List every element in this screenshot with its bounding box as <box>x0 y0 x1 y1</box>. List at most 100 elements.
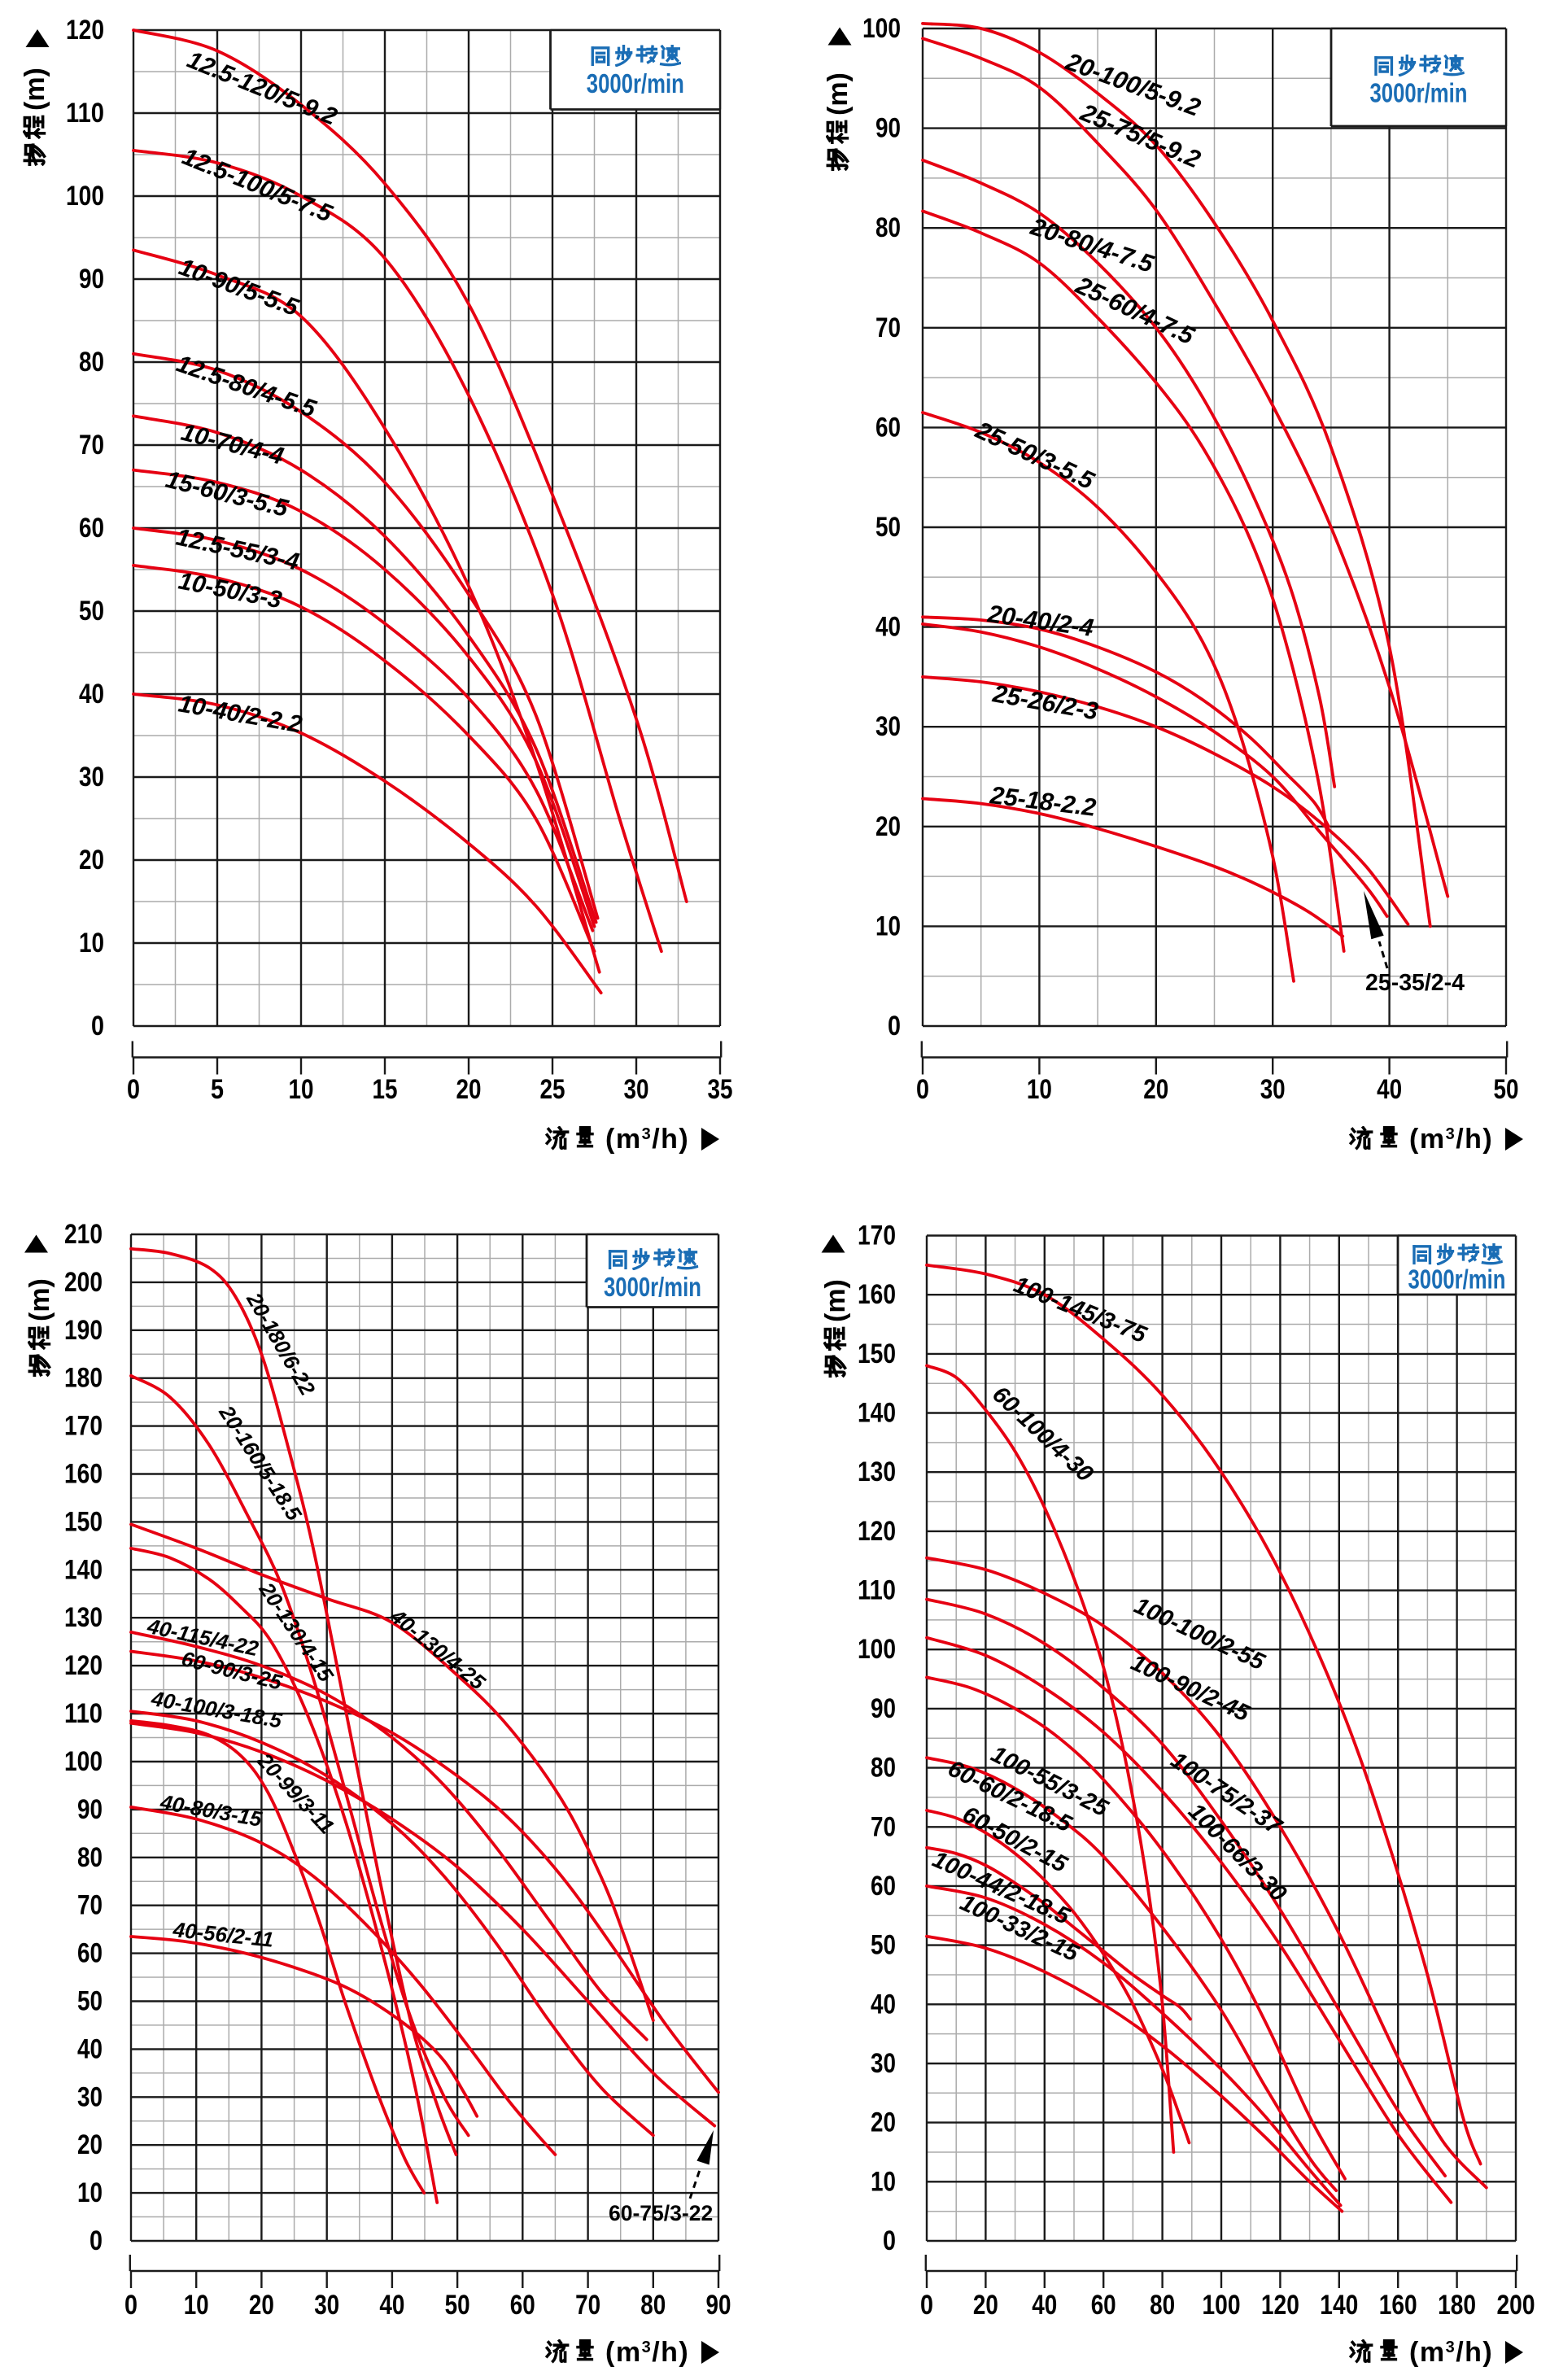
svg-text:80: 80 <box>640 2290 666 2321</box>
svg-text:20: 20 <box>79 845 104 876</box>
svg-text:(m): (m) <box>823 72 854 116</box>
svg-text:20: 20 <box>973 2290 998 2321</box>
svg-text:110: 110 <box>858 1575 896 1606</box>
svg-text:210: 210 <box>64 1219 103 1250</box>
svg-text:30: 30 <box>871 2048 896 2079</box>
svg-text:160: 160 <box>1379 2290 1417 2321</box>
svg-text:30: 30 <box>875 711 901 742</box>
svg-text:25: 25 <box>540 1074 565 1105</box>
svg-text:20: 20 <box>871 2107 896 2138</box>
svg-text:(m3/h): (m3/h) <box>1409 1124 1493 1155</box>
svg-text:60: 60 <box>77 1938 103 1969</box>
svg-text:90: 90 <box>875 113 901 144</box>
svg-text:0: 0 <box>888 1011 901 1042</box>
svg-text:90: 90 <box>706 2290 731 2321</box>
svg-text:3000r/min: 3000r/min <box>604 1272 701 1302</box>
svg-text:0: 0 <box>916 1074 929 1105</box>
svg-text:20: 20 <box>1143 1074 1168 1105</box>
svg-text:100: 100 <box>1203 2290 1241 2321</box>
svg-text:20: 20 <box>456 1074 482 1105</box>
svg-text:140: 140 <box>858 1398 896 1429</box>
svg-text:15: 15 <box>373 1074 398 1105</box>
svg-text:(m3/h): (m3/h) <box>605 1124 689 1155</box>
svg-text:35: 35 <box>708 1074 733 1105</box>
svg-text:70: 70 <box>575 2290 600 2321</box>
svg-text:20: 20 <box>77 2129 103 2160</box>
svg-text:70: 70 <box>875 312 901 343</box>
svg-text:10: 10 <box>77 2177 103 2208</box>
svg-text:170: 170 <box>64 1411 103 1442</box>
svg-text:80: 80 <box>77 1842 103 1873</box>
svg-text:60: 60 <box>510 2290 535 2321</box>
svg-text:0: 0 <box>127 1074 140 1105</box>
svg-text:90: 90 <box>79 264 104 295</box>
svg-text:25-35/2-4: 25-35/2-4 <box>1365 970 1465 996</box>
svg-text:0: 0 <box>124 2290 138 2321</box>
svg-text:(m): (m) <box>20 68 50 111</box>
svg-text:40: 40 <box>79 679 104 710</box>
svg-text:3000r/min: 3000r/min <box>1370 78 1468 108</box>
svg-text:70: 70 <box>79 430 104 461</box>
svg-text:40: 40 <box>1032 2290 1057 2321</box>
svg-text:60: 60 <box>79 513 104 544</box>
svg-text:200: 200 <box>64 1267 103 1298</box>
svg-text:50: 50 <box>445 2290 470 2321</box>
svg-text:100: 100 <box>66 181 104 212</box>
svg-text:70: 70 <box>871 1811 896 1842</box>
svg-text:130: 130 <box>64 1602 103 1633</box>
svg-text:130: 130 <box>858 1456 896 1487</box>
svg-text:80: 80 <box>871 1753 896 1784</box>
svg-text:5: 5 <box>211 1074 224 1105</box>
svg-text:40: 40 <box>77 2033 103 2064</box>
svg-text:0: 0 <box>920 2290 933 2321</box>
svg-text:100: 100 <box>862 13 901 44</box>
svg-text:60-75/3-22: 60-75/3-22 <box>609 2201 713 2225</box>
svg-text:100: 100 <box>64 1746 103 1777</box>
svg-text:70: 70 <box>77 1890 103 1921</box>
svg-text:200: 200 <box>1497 2290 1535 2321</box>
svg-text:150: 150 <box>64 1506 103 1537</box>
svg-text:50: 50 <box>1494 1074 1519 1105</box>
svg-text:60: 60 <box>1091 2290 1116 2321</box>
svg-text:30: 30 <box>314 2290 339 2321</box>
svg-text:40: 40 <box>875 612 901 643</box>
svg-text:110: 110 <box>64 1698 103 1729</box>
svg-text:80: 80 <box>875 212 901 243</box>
svg-text:40: 40 <box>1377 1074 1402 1105</box>
svg-text:10: 10 <box>871 2166 896 2197</box>
svg-text:3000r/min: 3000r/min <box>587 68 684 98</box>
svg-text:30: 30 <box>77 2081 103 2112</box>
svg-text:140: 140 <box>1320 2290 1358 2321</box>
svg-text:140: 140 <box>64 1554 103 1585</box>
svg-text:10: 10 <box>289 1074 314 1105</box>
svg-text:90: 90 <box>77 1794 103 1825</box>
svg-text:180: 180 <box>64 1363 103 1394</box>
svg-text:(m): (m) <box>24 1278 55 1321</box>
svg-text:10: 10 <box>875 911 901 941</box>
svg-text:60: 60 <box>871 1871 896 1902</box>
svg-text:180: 180 <box>1438 2290 1476 2321</box>
svg-text:60: 60 <box>875 412 901 443</box>
svg-text:110: 110 <box>66 98 104 129</box>
svg-text:150: 150 <box>858 1338 896 1369</box>
svg-text:160: 160 <box>64 1459 103 1490</box>
svg-text:90: 90 <box>871 1693 896 1724</box>
svg-text:(m3/h): (m3/h) <box>1409 2337 1493 2368</box>
svg-text:30: 30 <box>1260 1074 1286 1105</box>
svg-text:50: 50 <box>871 1930 896 1961</box>
svg-text:(m): (m) <box>820 1279 851 1322</box>
svg-text:120: 120 <box>858 1516 896 1547</box>
svg-text:20: 20 <box>249 2290 274 2321</box>
svg-text:50: 50 <box>77 1986 103 2017</box>
svg-text:50: 50 <box>79 596 104 627</box>
svg-text:120: 120 <box>66 15 104 46</box>
svg-text:40: 40 <box>871 1989 896 2020</box>
svg-text:20: 20 <box>875 811 901 842</box>
svg-text:120: 120 <box>1261 2290 1299 2321</box>
svg-text:30: 30 <box>79 762 104 793</box>
svg-text:80: 80 <box>79 347 104 378</box>
svg-text:100: 100 <box>858 1634 896 1665</box>
svg-text:0: 0 <box>90 2225 103 2256</box>
svg-text:0: 0 <box>91 1011 104 1042</box>
svg-text:10: 10 <box>1027 1074 1052 1105</box>
